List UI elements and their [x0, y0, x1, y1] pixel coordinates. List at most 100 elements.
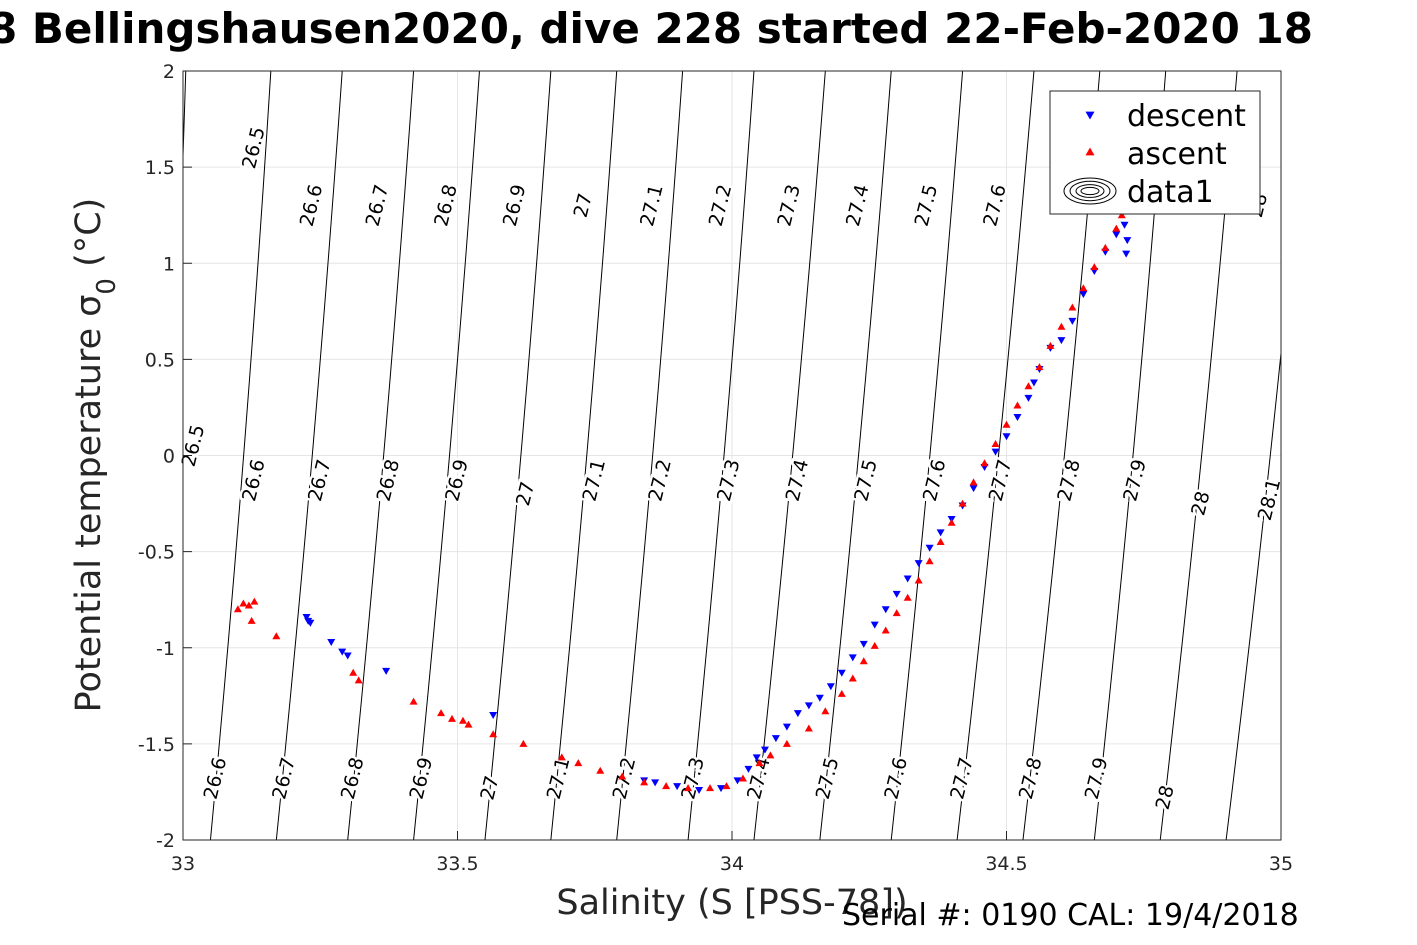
ascent-point [804, 724, 813, 732]
ascent-point [958, 499, 967, 507]
y-tick-label: 0 [163, 446, 175, 468]
y-tick-label: -1.5 [138, 734, 175, 756]
descent-point [782, 723, 791, 731]
ascent-point [244, 601, 253, 609]
axes: 33 33.5 34 34.5 35 2 1.5 1 0.5 0 -0.5 -1 -1.5 -2 Salin… [69, 61, 1293, 923]
descent-point [991, 448, 1000, 456]
y-axis-label: Potential temperature σ0 (°C) [69, 198, 122, 713]
ascent-point [722, 782, 731, 790]
descent-point [1120, 221, 1129, 229]
ascent-point [936, 538, 945, 546]
descent-point [826, 683, 835, 691]
ascent-point [437, 709, 446, 717]
legend-data1-label: data1 [1127, 175, 1214, 210]
ascent-point [464, 720, 473, 728]
isopycnal-line [890, 71, 964, 840]
ascent-point [870, 641, 879, 649]
descent-point [338, 648, 347, 656]
isopycnal-line [347, 71, 415, 840]
y-tick-label: -1 [156, 638, 175, 660]
descent-point [752, 754, 761, 762]
descent-point [793, 710, 802, 718]
descent-point [936, 529, 945, 537]
descent-point [306, 619, 315, 627]
x-axis-label: Salinity (S [PSS-78]) [556, 883, 907, 923]
isopycnal-line [753, 71, 826, 840]
isopycnal-line [956, 71, 1035, 840]
y-tick-label: 0.5 [145, 349, 175, 371]
x-tick-label: 33.5 [436, 853, 478, 875]
descent-point [1002, 433, 1011, 441]
y-tick-label: 1.5 [145, 157, 175, 179]
ascent-point [991, 439, 1000, 447]
legend-box [1049, 90, 1261, 215]
ascent-point [881, 626, 890, 634]
ascent-point [821, 707, 830, 715]
x-tick-label: 33 [171, 853, 195, 875]
ascent-point [980, 459, 989, 467]
ascent-point [738, 774, 747, 782]
descent-point [302, 613, 311, 621]
ascent-point [947, 518, 956, 526]
ascent-point [1035, 363, 1044, 371]
isopycnal-line [413, 71, 480, 840]
descent-point [892, 590, 901, 598]
descent-point [903, 575, 912, 583]
descent-point [744, 765, 753, 773]
calibration-footer: Serial #: 0190 CAL: 19/4/2018 [842, 898, 1299, 933]
descent-point [1068, 317, 1077, 325]
y-tick-label: -2 [156, 830, 175, 852]
ascent-point [1068, 303, 1077, 311]
ascent-point [458, 716, 467, 724]
descent-point [969, 485, 978, 493]
descent-point [925, 544, 934, 552]
descent-point [327, 638, 336, 646]
descent-point [695, 787, 704, 795]
ascent-point [1117, 211, 1126, 219]
descent-point [837, 669, 846, 677]
legend-descent-label: descent [1127, 99, 1246, 134]
ascent-point [1101, 243, 1110, 251]
isopycnal-line [819, 71, 892, 840]
isopycnal-line [275, 71, 343, 840]
x-tick-label: 34.5 [985, 853, 1027, 875]
descent-point [489, 712, 498, 720]
isopycnal-line [550, 71, 618, 840]
descent-point [717, 785, 726, 793]
descent-point [771, 735, 780, 743]
descent-point [1122, 250, 1131, 258]
descent-point [343, 652, 352, 660]
legend-contour-icon [1080, 186, 1100, 196]
descent-point [651, 779, 660, 787]
ascent-point [755, 759, 764, 767]
ascent-point [409, 697, 418, 705]
descent-point [760, 746, 769, 754]
ascent-point [250, 597, 259, 605]
ascent-point [1112, 224, 1121, 232]
ascent-point [272, 632, 281, 640]
legend-contour-icon [1075, 184, 1105, 198]
descent-point [382, 667, 391, 675]
ascent-point [448, 714, 457, 722]
y-tick-label: -0.5 [138, 542, 175, 564]
descent-point [859, 640, 868, 648]
ascent-point [848, 674, 857, 682]
descent-point [1024, 394, 1033, 402]
ascent-point [354, 676, 363, 684]
ascent-point [1079, 284, 1088, 292]
ascent-point [519, 739, 528, 747]
descent-point [1029, 379, 1038, 387]
descent-point [804, 702, 813, 710]
legend-ascent-label: ascent [1127, 137, 1227, 172]
ascent-point [489, 730, 498, 738]
ascent-point [859, 657, 868, 665]
ascent-point [557, 753, 566, 761]
ascent-point [618, 772, 627, 780]
ascent-point [247, 616, 256, 624]
ascent-point [574, 759, 583, 767]
ascent-point [837, 689, 846, 697]
legend-ascent-marker [1085, 147, 1095, 156]
isopycnal-line [1225, 348, 1281, 840]
